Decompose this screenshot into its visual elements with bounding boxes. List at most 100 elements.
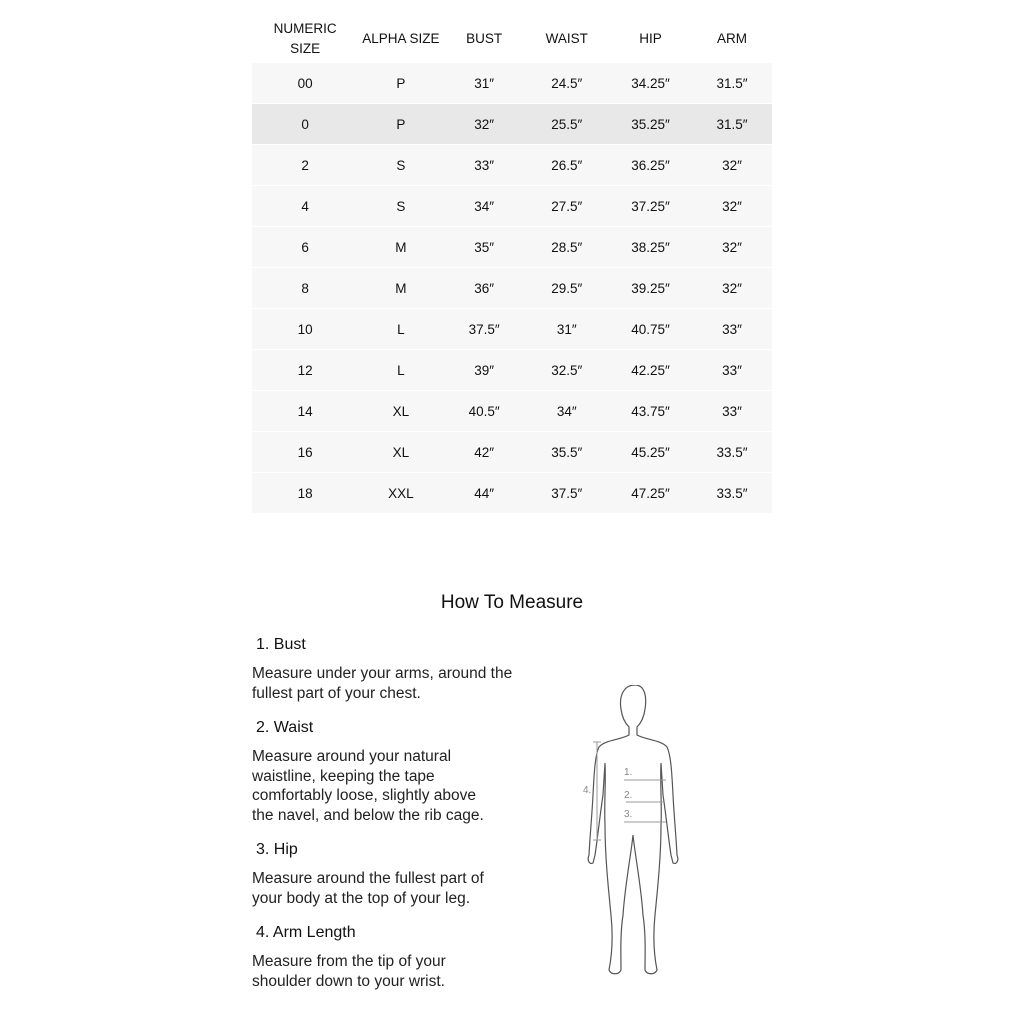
cell-alpha-size: M (358, 227, 444, 267)
cell-alpha-size: XL (358, 432, 444, 472)
cell-numeric-size: 12 (252, 350, 359, 390)
cell-waist: 28.5″ (524, 227, 609, 267)
table-row: 6 M 35″ 28.5″ 38.25″ 32″ (252, 227, 772, 267)
body-measurement-figure: 1. 2. 3. 4. (583, 685, 679, 975)
cell-bust: 42″ (443, 432, 525, 472)
table-row: 00 P 31″ 24.5″ 34.25″ 31.5″ (252, 63, 772, 103)
cell-hip: 45.25″ (608, 432, 693, 472)
cell-numeric-size: 18 (252, 473, 359, 513)
step-title: 1. Bust (256, 636, 306, 653)
cell-alpha-size: L (358, 309, 444, 349)
cell-bust: 34″ (443, 186, 525, 226)
cell-arm: 32″ (692, 227, 772, 267)
arm-marker-label: 4. (583, 785, 591, 796)
waist-marker-label: 2. (624, 790, 632, 801)
table-row: 14 XL 40.5″ 34″ 43.75″ 33″ (252, 391, 772, 431)
table-row: 8 M 36″ 29.5″ 39.25″ 32″ (252, 268, 772, 308)
step-bust: 1. Bust Measure under your arms, around t… (252, 636, 522, 703)
cell-bust: 37.5″ (443, 309, 525, 349)
size-chart-table: NUMERIC SIZE ALPHA SIZE BUST WAIST HIP A… (252, 15, 772, 514)
cell-alpha-size: M (358, 268, 444, 308)
step-waist: 2. Waist Measure around your natural wais… (252, 719, 522, 825)
cell-bust: 35″ (443, 227, 525, 267)
header-bust: BUST (466, 31, 503, 46)
cell-alpha-size: L (358, 350, 444, 390)
cell-waist: 34″ (524, 391, 609, 431)
cell-waist: 26.5″ (524, 145, 609, 185)
cell-numeric-size: 6 (252, 227, 359, 267)
hip-marker-label: 3. (624, 809, 632, 820)
table-row: 4 S 34″ 27.5″ 37.25″ 32″ (252, 186, 772, 226)
measure-steps: 1. Bust Measure under your arms, around t… (252, 636, 522, 1007)
cell-numeric-size: 00 (252, 63, 359, 103)
cell-bust: 44″ (443, 473, 525, 513)
table-row: 10 L 37.5″ 31″ 40.75″ 33″ (252, 309, 772, 349)
cell-arm: 33″ (692, 391, 772, 431)
cell-waist: 24.5″ (524, 63, 609, 103)
step-text: Measure from the tip of your shoulder do… (252, 953, 446, 990)
table-row: 18 XXL 44″ 37.5″ 47.25″ 33.5″ (252, 473, 772, 513)
cell-waist: 37.5″ (524, 473, 609, 513)
cell-bust: 33″ (443, 145, 525, 185)
cell-hip: 47.25″ (608, 473, 693, 513)
step-title: 4. Arm Length (256, 924, 356, 941)
cell-numeric-size: 14 (252, 391, 359, 431)
cell-hip: 43.75″ (608, 391, 693, 431)
step-hip: 3. Hip Measure around the fullest part of… (252, 841, 522, 908)
cell-bust: 39″ (443, 350, 525, 390)
cell-hip: 37.25″ (608, 186, 693, 226)
cell-waist: 32.5″ (524, 350, 609, 390)
step-title: 3. Hip (256, 841, 298, 858)
cell-alpha-size: S (358, 145, 444, 185)
cell-arm: 31.5″ (692, 63, 772, 103)
header-hip: HIP (639, 31, 662, 46)
cell-waist: 29.5″ (524, 268, 609, 308)
step-text: Measure under your arms, around the full… (252, 665, 513, 702)
cell-waist: 31″ (524, 309, 609, 349)
cell-arm: 33.5″ (692, 432, 772, 472)
cell-arm: 33″ (692, 350, 772, 390)
bust-marker-label: 1. (624, 767, 632, 778)
cell-arm: 32″ (692, 186, 772, 226)
table-row: 2 S 33″ 26.5″ 36.25″ 32″ (252, 145, 772, 185)
cell-numeric-size: 10 (252, 309, 359, 349)
step-text: Measure around the fullest part of your … (252, 870, 484, 907)
cell-hip: 36.25″ (608, 145, 693, 185)
cell-numeric-size: 8 (252, 268, 359, 308)
cell-arm: 32″ (692, 268, 772, 308)
cell-alpha-size: P (358, 63, 444, 103)
step-title: 2. Waist (256, 719, 314, 736)
cell-alpha-size: P (358, 104, 444, 144)
header-waist: WAIST (545, 31, 588, 46)
step-text: Measure around your natural waistline, k… (252, 748, 484, 824)
cell-numeric-size: 2 (252, 145, 359, 185)
cell-hip: 39.25″ (608, 268, 693, 308)
cell-hip: 40.75″ (608, 309, 693, 349)
cell-alpha-size: XXL (358, 473, 444, 513)
cell-arm: 33″ (692, 309, 772, 349)
cell-bust: 32″ (443, 104, 525, 144)
body-outline (587, 685, 679, 975)
header-alpha-size: ALPHA SIZE (362, 31, 440, 46)
cell-bust: 40.5″ (443, 391, 525, 431)
table-row: 12 L 39″ 32.5″ 42.25″ 33″ (252, 350, 772, 390)
cell-hip: 38.25″ (608, 227, 693, 267)
how-to-measure-title: How To Measure (440, 592, 584, 613)
cell-waist: 27.5″ (524, 186, 609, 226)
step-arm-length: 4. Arm Length Measure from the tip of you… (252, 924, 522, 991)
cell-hip: 35.25″ (608, 104, 693, 144)
cell-numeric-size: 16 (252, 432, 359, 472)
cell-bust: 31″ (443, 63, 525, 103)
cell-bust: 36″ (443, 268, 525, 308)
header-arm: ARM (717, 31, 748, 46)
cell-alpha-size: XL (358, 391, 444, 431)
table-row: 16 XL 42″ 35.5″ 45.25″ 33.5″ (252, 432, 772, 472)
cell-hip: 42.25″ (608, 350, 693, 390)
cell-arm: 31.5″ (692, 104, 772, 144)
cell-numeric-size: 4 (252, 186, 359, 226)
cell-alpha-size: S (358, 186, 444, 226)
cell-waist: 25.5″ (524, 104, 609, 144)
cell-arm: 33.5″ (692, 473, 772, 513)
cell-waist: 35.5″ (524, 432, 609, 472)
header-numeric-size: NUMERIC SIZE (273, 21, 337, 56)
